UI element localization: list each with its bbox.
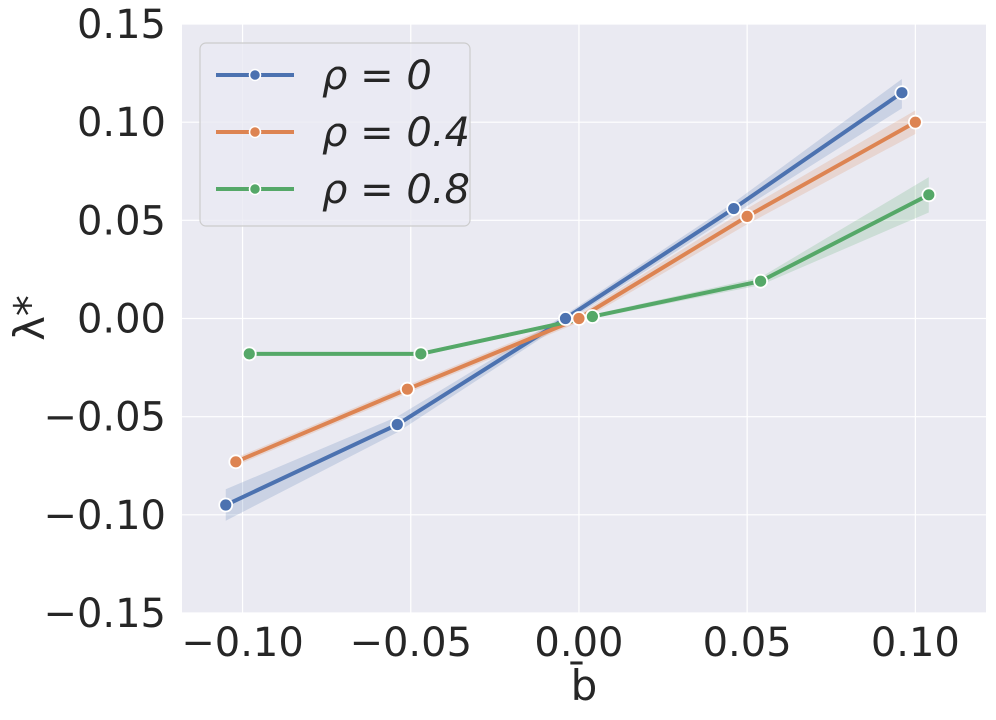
y-tick-label: 0.15 bbox=[77, 2, 166, 48]
legend-item: ρ = 0.4 bbox=[216, 110, 470, 156]
series-band bbox=[235, 110, 916, 466]
legend-label: ρ = 0.8 bbox=[322, 167, 470, 213]
legend-marker-swatch bbox=[248, 125, 262, 139]
legend-marker-swatch bbox=[248, 182, 262, 196]
y-tick-label: 0.00 bbox=[77, 297, 166, 343]
x-tick-labels: −0.10 −0.05 0.00 0.05 0.10 bbox=[181, 620, 960, 666]
x-axis-label: b̄ bbox=[570, 659, 597, 710]
legend-marker-swatch bbox=[248, 68, 262, 82]
data-point bbox=[389, 417, 405, 432]
data-point bbox=[907, 114, 923, 130]
data-point bbox=[399, 381, 415, 397]
legend-label: ρ = 0.4 bbox=[322, 110, 470, 156]
legend: ρ = 0 ρ = 0.4 ρ = 0.8 bbox=[199, 42, 471, 227]
x-tick-label: 0.10 bbox=[871, 620, 960, 666]
data-point bbox=[585, 309, 600, 324]
x-tick-label: 0.00 bbox=[534, 620, 623, 666]
legend-label: ρ = 0 bbox=[322, 53, 432, 99]
y-tick-labels: −0.15 −0.10 −0.05 0.00 0.05 0.10 0.15 bbox=[43, 2, 166, 637]
x-tick-label: −0.05 bbox=[349, 620, 472, 666]
series-band bbox=[225, 78, 902, 521]
legend-item: ρ = 0 bbox=[216, 53, 432, 99]
data-point bbox=[228, 454, 244, 470]
legend-frame bbox=[199, 42, 471, 227]
data-point bbox=[218, 497, 234, 513]
data-point bbox=[241, 346, 257, 362]
data-point bbox=[558, 311, 573, 326]
y-tick-label: 0.05 bbox=[77, 198, 166, 244]
data-point bbox=[753, 273, 769, 289]
data-point bbox=[413, 346, 429, 362]
data-point bbox=[571, 311, 587, 326]
data-point bbox=[894, 85, 910, 101]
y-tick-label: −0.10 bbox=[43, 493, 166, 539]
y-tick-label: −0.15 bbox=[43, 591, 166, 637]
y-tick-label: 0.10 bbox=[77, 100, 166, 146]
data-point bbox=[921, 187, 937, 203]
y-tick-label: −0.05 bbox=[43, 395, 166, 441]
data-point bbox=[726, 201, 742, 216]
series-markers bbox=[218, 85, 937, 513]
x-tick-label: 0.05 bbox=[703, 620, 792, 666]
legend-item: ρ = 0.8 bbox=[216, 167, 470, 213]
x-tick-label: −0.10 bbox=[181, 620, 304, 666]
data-point bbox=[739, 209, 755, 224]
y-axis-label: λ* bbox=[5, 295, 54, 341]
